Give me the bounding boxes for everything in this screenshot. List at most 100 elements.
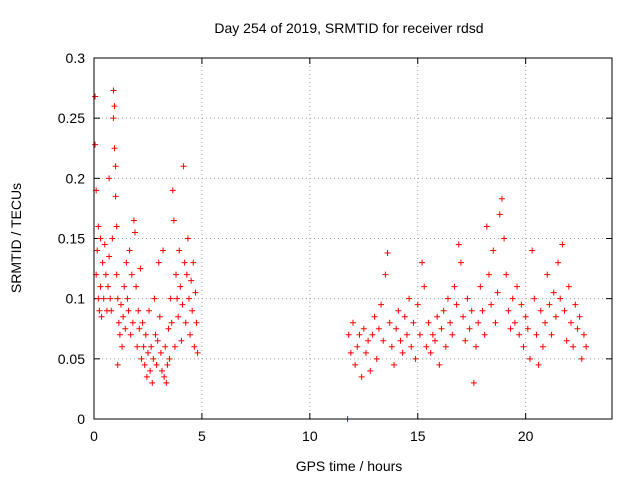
data-point <box>490 247 497 254</box>
data-point <box>522 313 529 320</box>
data-point <box>393 325 400 332</box>
data-point <box>112 193 119 200</box>
data-point <box>144 349 151 356</box>
y-tick-label: 0.25 <box>58 110 85 126</box>
grid <box>94 58 612 419</box>
data-point <box>578 355 585 362</box>
data-point <box>427 349 434 356</box>
data-point <box>438 325 445 332</box>
data-point <box>111 103 118 110</box>
data-point <box>109 235 116 242</box>
data-point <box>150 355 157 362</box>
data-point <box>194 349 201 356</box>
data-point <box>494 289 501 296</box>
data-point <box>483 223 490 230</box>
data-point <box>98 313 105 320</box>
data-point <box>108 307 115 314</box>
data-point <box>193 319 200 326</box>
data-point <box>160 247 167 254</box>
data-point <box>96 307 103 314</box>
chart-title: Day 254 of 2019, SRMTID for receiver rds… <box>214 20 483 36</box>
data-point <box>99 259 106 266</box>
y-tick-label: 0 <box>77 411 85 427</box>
data-point <box>447 319 454 326</box>
data-point <box>464 295 471 302</box>
data-point <box>113 223 120 230</box>
data-point <box>555 259 562 266</box>
data-point <box>369 331 376 338</box>
data-point <box>548 331 555 338</box>
data-point <box>380 337 387 344</box>
data-point <box>535 361 542 368</box>
data-point <box>432 337 439 344</box>
data-point <box>434 313 441 320</box>
data-point <box>107 295 114 302</box>
data-point <box>352 361 359 368</box>
data-point <box>170 217 177 224</box>
data-point <box>455 241 462 248</box>
data-point <box>101 241 108 248</box>
data-point <box>114 295 121 302</box>
data-point <box>148 343 155 350</box>
data-point <box>440 307 447 314</box>
data-point <box>153 361 160 368</box>
data-point <box>94 247 101 254</box>
data-point <box>563 337 570 344</box>
data-point <box>133 283 140 290</box>
data-point <box>373 355 380 362</box>
data-point <box>567 319 574 326</box>
data-point <box>165 325 172 332</box>
data-point <box>421 283 428 290</box>
data-point <box>475 319 482 326</box>
data-point <box>429 331 436 338</box>
data-point <box>419 259 426 266</box>
y-axis-label: SRMTID / TECUs <box>8 183 24 293</box>
data-point <box>367 367 374 374</box>
data-point <box>149 379 156 386</box>
data-point <box>179 301 186 308</box>
x-tick-label: 0 <box>90 428 98 444</box>
data-point <box>470 379 477 386</box>
data-point <box>561 307 568 314</box>
data-point <box>408 343 415 350</box>
data-point <box>574 325 581 332</box>
data-point <box>158 367 165 374</box>
data-point <box>132 229 139 236</box>
data-point <box>436 361 443 368</box>
data-point <box>354 343 361 350</box>
data-point <box>360 325 367 332</box>
x-tick-label: 15 <box>410 428 426 444</box>
data-point <box>496 211 503 218</box>
data-point <box>120 313 127 320</box>
data-point <box>115 319 122 326</box>
data-point <box>184 235 191 242</box>
data-point <box>533 331 540 338</box>
data-point <box>134 343 141 350</box>
y-tick-label: 0.05 <box>58 351 85 367</box>
data-point <box>559 241 566 248</box>
y-tick-label: 0.1 <box>66 291 86 307</box>
data-point <box>347 349 354 356</box>
data-point <box>481 331 488 338</box>
data-point <box>382 271 389 278</box>
data-point <box>121 283 128 290</box>
data-point <box>358 373 365 380</box>
x-tick-label: 20 <box>518 428 534 444</box>
data-point <box>167 295 174 302</box>
data-point <box>406 295 413 302</box>
data-point <box>583 343 590 350</box>
data-point <box>542 319 549 326</box>
data-point <box>114 361 121 368</box>
data-point <box>181 259 188 266</box>
data-point <box>386 319 393 326</box>
data-point <box>111 145 118 152</box>
data-point <box>154 337 161 344</box>
data-point <box>123 259 130 266</box>
data-point <box>457 259 464 266</box>
data-point <box>397 337 404 344</box>
data-point <box>401 313 408 320</box>
x-tick-label: 5 <box>198 428 206 444</box>
data-point <box>425 319 432 326</box>
data-point <box>460 313 467 320</box>
